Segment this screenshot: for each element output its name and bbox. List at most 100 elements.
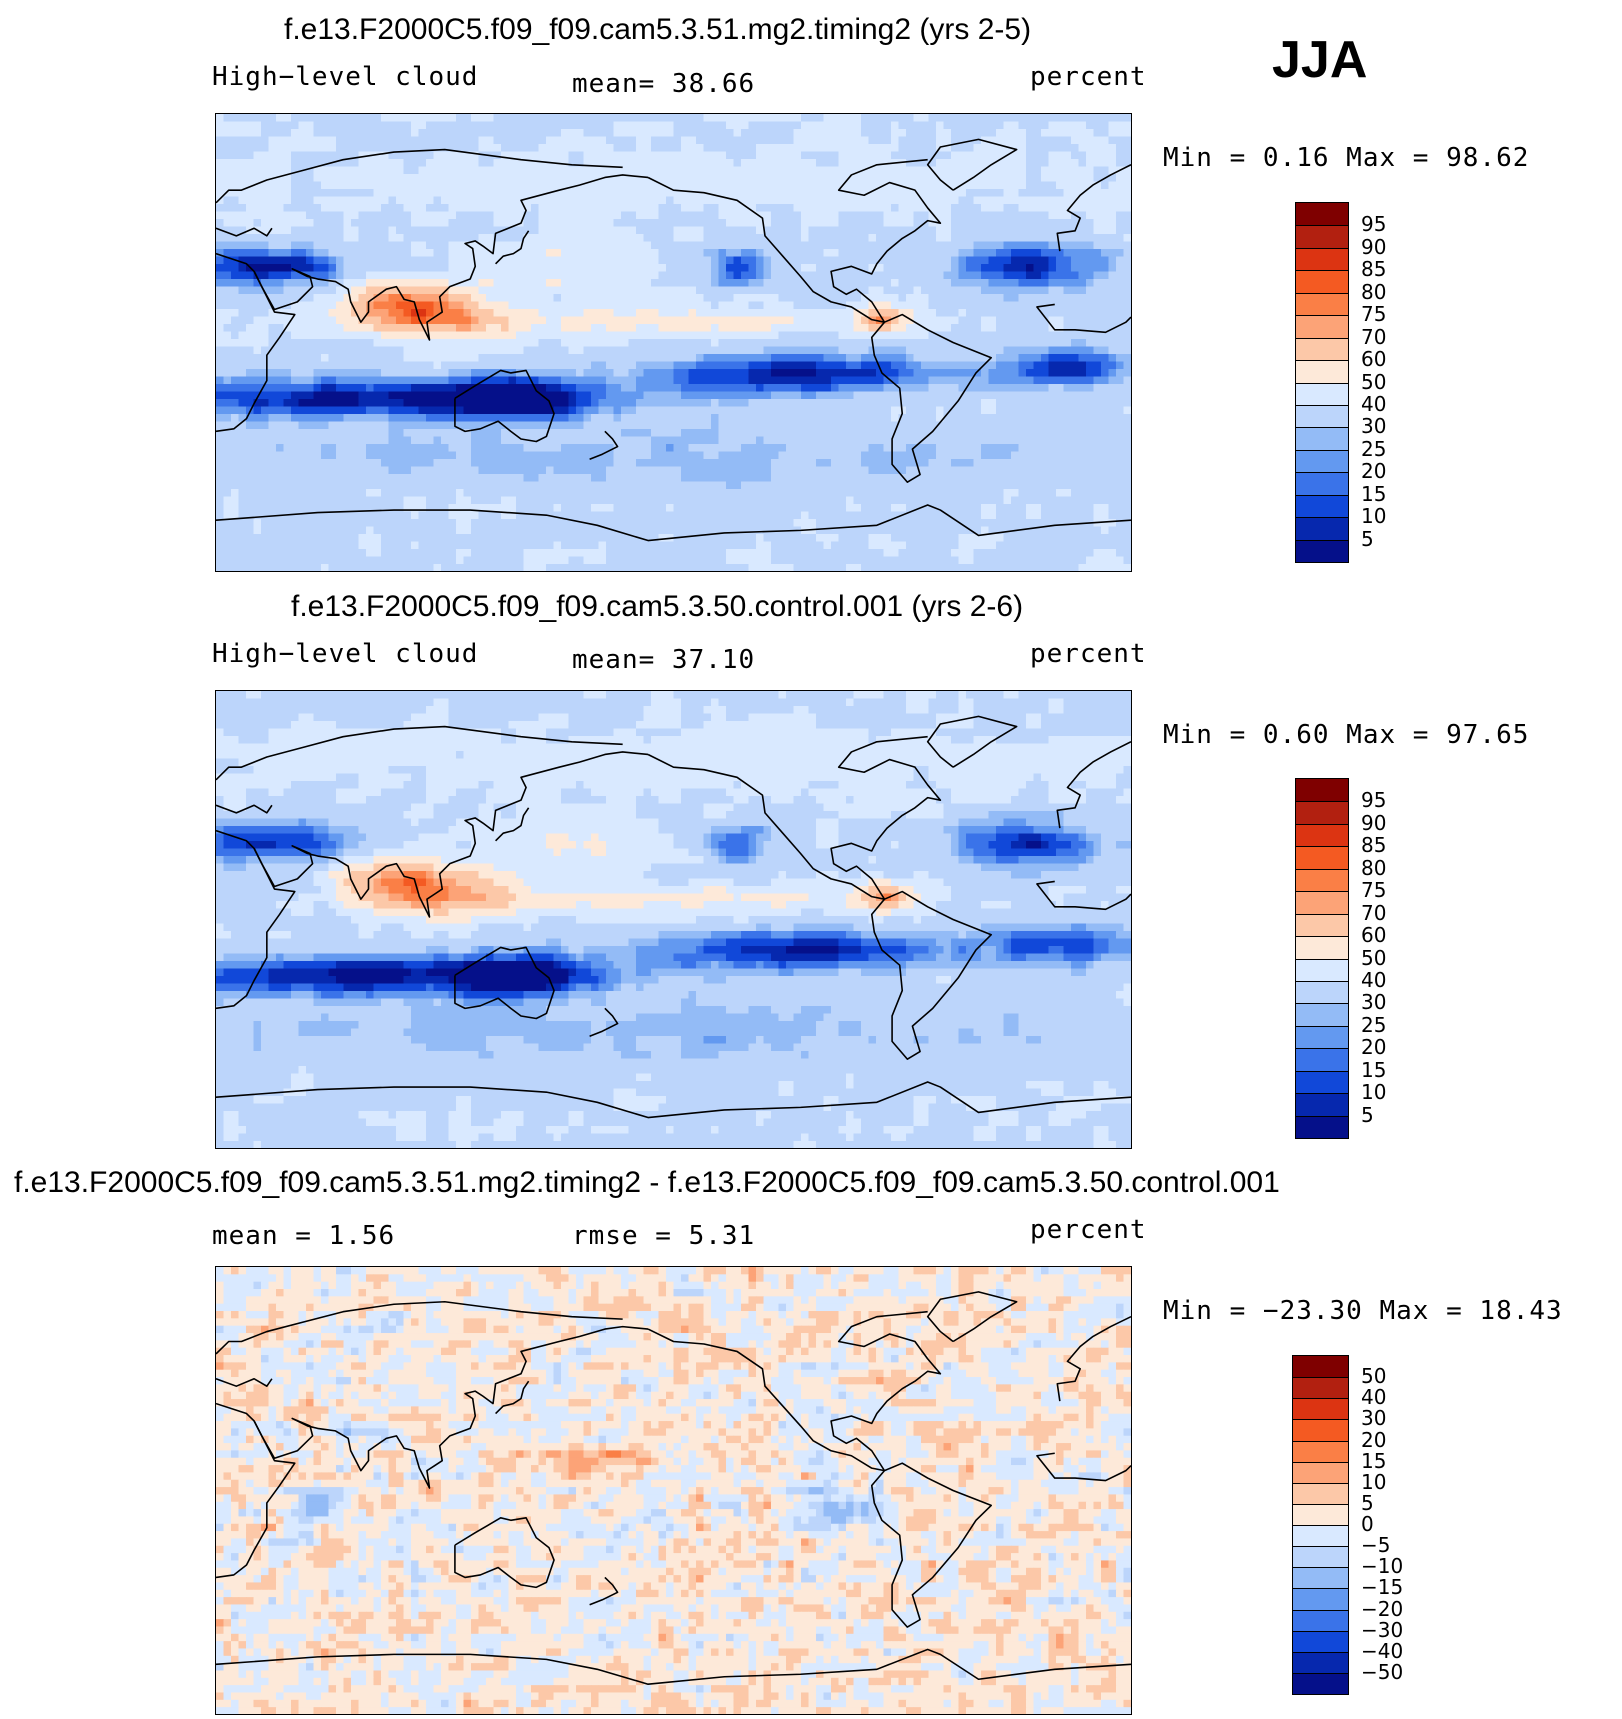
colorbar-label: 15 xyxy=(1361,1449,1386,1473)
colorbar-swatch xyxy=(1296,936,1348,959)
panel-1-mean-label: mean= 38.66 xyxy=(572,69,755,99)
colorbar-label: 5 xyxy=(1361,1103,1374,1127)
colorbar-label: 25 xyxy=(1361,1013,1386,1037)
colorbar-swatch xyxy=(1296,868,1348,892)
panel-2-mean-label: mean= 37.10 xyxy=(572,645,755,675)
colorbar-label: 20 xyxy=(1361,1428,1386,1452)
colorbar-swatch xyxy=(1296,225,1348,248)
colorbar-label: 30 xyxy=(1361,1406,1386,1430)
panel-3-rmse-label: rmse = 5.31 xyxy=(572,1221,755,1251)
panel-2-min-max: Min = 0.60 Max = 97.65 xyxy=(1163,720,1529,750)
coastlines xyxy=(216,138,1131,542)
colorbar-label: 15 xyxy=(1361,482,1386,506)
colorbar-label: 40 xyxy=(1361,968,1386,992)
colorbar-label: 25 xyxy=(1361,437,1386,461)
colorbar-label: 5 xyxy=(1361,1491,1374,1515)
colorbar-swatch xyxy=(1296,203,1348,226)
colorbar-swatch xyxy=(1296,779,1348,802)
colorbar-swatch xyxy=(1296,1003,1348,1026)
colorbar-label: −40 xyxy=(1361,1639,1403,1663)
colorbar-swatch xyxy=(1296,846,1348,869)
contour-field xyxy=(216,1267,1131,1714)
colorbar-swatch xyxy=(1296,270,1348,293)
colorbar-label: 5 xyxy=(1361,527,1374,551)
colorbar-swatch xyxy=(1296,337,1348,361)
panel-2-variable-label: High−level cloud xyxy=(212,639,478,669)
colorbar-label: −20 xyxy=(1361,1597,1403,1621)
colorbar-label: 10 xyxy=(1361,504,1386,528)
colorbar-swatch xyxy=(1293,1567,1348,1589)
colorbar-swatch xyxy=(1293,1377,1348,1399)
colorbar-swatch xyxy=(1296,539,1348,562)
panel-2-colorbar xyxy=(1295,778,1349,1139)
colorbar-swatch xyxy=(1293,1440,1348,1462)
colorbar-label: −10 xyxy=(1361,1554,1403,1578)
colorbar-swatch xyxy=(1296,980,1348,1004)
colorbar-swatch xyxy=(1296,472,1348,495)
colorbar-swatch xyxy=(1296,1070,1348,1094)
colorbar-label: 60 xyxy=(1361,347,1386,371)
colorbar-label: 85 xyxy=(1361,833,1386,857)
panel-1-map xyxy=(215,113,1132,572)
season-label: JJA xyxy=(1272,30,1367,90)
colorbar-swatch xyxy=(1293,1503,1348,1525)
colorbar-swatch xyxy=(1293,1546,1348,1568)
colorbar-swatch xyxy=(1296,494,1348,518)
colorbar-label: 10 xyxy=(1361,1470,1386,1494)
colorbar-label: 90 xyxy=(1361,811,1386,835)
colorbar-label: 20 xyxy=(1361,459,1386,483)
colorbar-label: 20 xyxy=(1361,1035,1386,1059)
colorbar-swatch xyxy=(1293,1461,1348,1483)
colorbar-swatch xyxy=(1293,1588,1348,1610)
colorbar-swatch xyxy=(1296,427,1348,450)
colorbar-label: 50 xyxy=(1361,1364,1386,1388)
colorbar-swatch xyxy=(1296,958,1348,981)
colorbar-label: 40 xyxy=(1361,1385,1386,1409)
colorbar-swatch xyxy=(1293,1672,1348,1694)
colorbar-swatch xyxy=(1296,801,1348,824)
contour-field xyxy=(216,691,1131,1148)
colorbar-swatch xyxy=(1293,1356,1348,1378)
colorbar-label: −5 xyxy=(1361,1533,1390,1557)
colorbar-label: 50 xyxy=(1361,946,1386,970)
coastlines xyxy=(216,1291,1131,1685)
colorbar-swatch xyxy=(1296,247,1348,271)
colorbar-swatch xyxy=(1296,449,1348,473)
panel-1-units-label: percent xyxy=(1030,62,1147,92)
colorbar-label: 75 xyxy=(1361,878,1386,902)
colorbar-swatch xyxy=(1296,823,1348,847)
colorbar-swatch xyxy=(1296,315,1348,338)
colorbar-label: 70 xyxy=(1361,901,1386,925)
colorbar-label: 40 xyxy=(1361,392,1386,416)
colorbar-label: 10 xyxy=(1361,1080,1386,1104)
panel-2-title: f.e13.F2000C5.f09_f09.cam5.3.50.control.… xyxy=(291,590,1023,624)
colorbar-swatch xyxy=(1296,382,1348,405)
colorbar-swatch xyxy=(1293,1651,1348,1673)
colorbar-swatch xyxy=(1296,292,1348,316)
colorbar-swatch xyxy=(1296,404,1348,428)
panel-3-mean-label: mean = 1.56 xyxy=(212,1221,395,1251)
colorbar-label: −50 xyxy=(1361,1660,1403,1684)
panel-1-title: f.e13.F2000C5.f09_f09.cam5.3.51.mg2.timi… xyxy=(284,13,1031,47)
colorbar-swatch xyxy=(1293,1482,1348,1504)
colorbar-label: 15 xyxy=(1361,1058,1386,1082)
colorbar-swatch xyxy=(1296,913,1348,937)
colorbar-label: 95 xyxy=(1361,212,1386,236)
colorbar-label: 80 xyxy=(1361,280,1386,304)
colorbar-label: 0 xyxy=(1361,1512,1374,1536)
colorbar-swatch xyxy=(1293,1609,1348,1631)
colorbar-label: 75 xyxy=(1361,302,1386,326)
colorbar-label: 80 xyxy=(1361,856,1386,880)
panel-3-min-max: Min = −23.30 Max = 18.43 xyxy=(1163,1296,1563,1326)
colorbar-label: 60 xyxy=(1361,923,1386,947)
colorbar-swatch xyxy=(1296,517,1348,540)
panel-1-colorbar xyxy=(1295,202,1349,563)
panel-2-units-label: percent xyxy=(1030,639,1147,669)
contour-field xyxy=(216,114,1131,571)
colorbar-swatch xyxy=(1293,1398,1348,1420)
colorbar-label: 95 xyxy=(1361,788,1386,812)
colorbar-swatch xyxy=(1296,1115,1348,1138)
colorbar-swatch xyxy=(1293,1525,1348,1547)
panel-1-variable-label: High−level cloud xyxy=(212,62,478,92)
coastlines xyxy=(216,715,1131,1119)
